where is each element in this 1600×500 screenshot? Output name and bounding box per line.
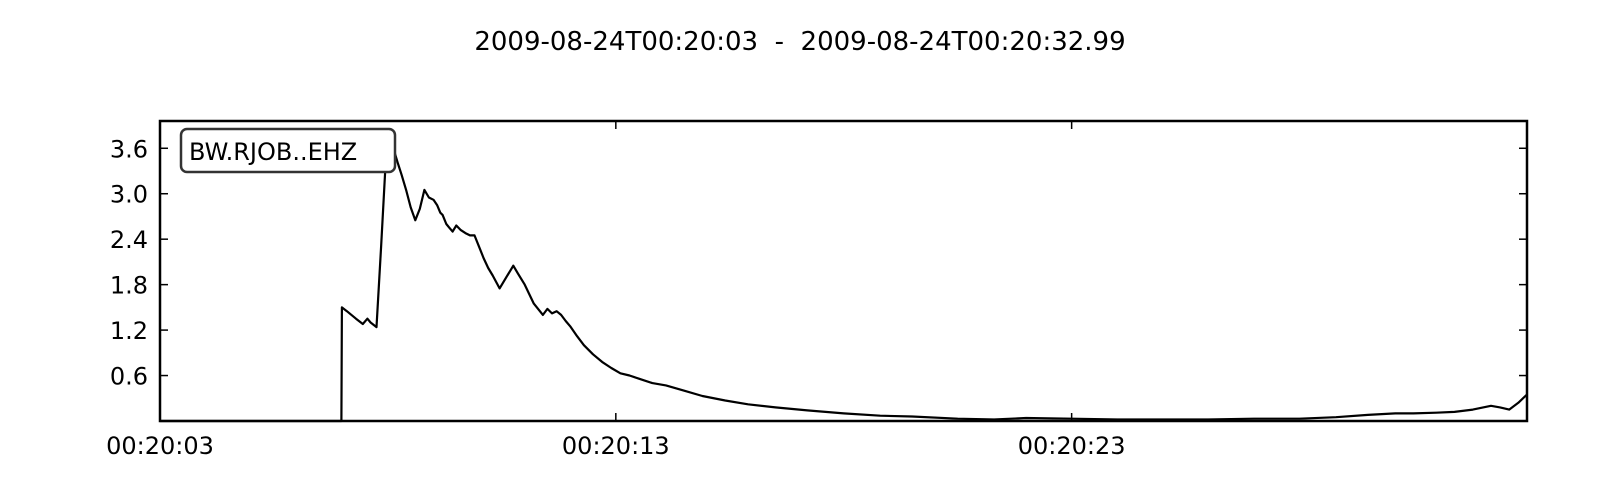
x-tick-label: 00:20:23 (1018, 432, 1126, 460)
y-axis: 0.6 1.2 1.8 2.4 3.0 3.6 (110, 135, 1527, 391)
y-tick-label: 1.8 (110, 272, 148, 300)
waveform-trace (160, 138, 1528, 423)
plot-area: 00:20:03 00:20:13 00:20:23 0.6 1.2 1.8 2.4 3.0… (106, 119, 1529, 460)
x-tick-label: 00:20:03 (106, 432, 214, 460)
y-tick-label: 0.6 (110, 363, 148, 391)
chart-title: 2009-08-24T00:20:03 - 2009-08-24T00:20:3… (474, 27, 1125, 57)
trace-label: BW.RJOB..EHZ (189, 138, 357, 166)
series-layer (160, 138, 1528, 423)
y-tick-label: 3.0 (110, 181, 148, 209)
x-tick-label: 00:20:13 (562, 432, 670, 460)
y-tick-label: 2.4 (110, 226, 148, 254)
y-tick-label: 1.2 (110, 317, 148, 345)
trace-label-frame (179, 127, 397, 174)
axes-frame (158, 119, 1529, 423)
y-tick-label: 3.6 (110, 135, 148, 163)
x-axis: 00:20:03 00:20:13 00:20:23 (106, 121, 1126, 460)
trace-label-box: BW.RJOB..EHZ (179, 127, 397, 174)
